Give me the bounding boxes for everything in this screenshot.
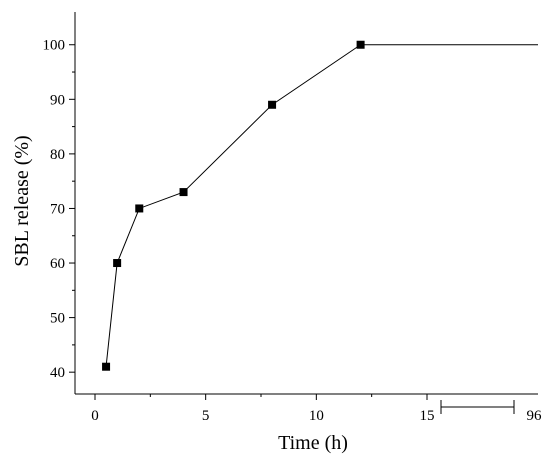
series-group xyxy=(102,40,538,371)
series-line xyxy=(105,44,361,367)
data-point xyxy=(102,362,111,371)
x-axis-title: Time (h) xyxy=(278,432,348,454)
y-tick-label: 60 xyxy=(50,256,65,272)
y-tick-label: 100 xyxy=(43,38,66,54)
data-point xyxy=(179,188,188,197)
data-point xyxy=(113,259,122,268)
data-point xyxy=(268,100,277,109)
axes: 40 50 60 70 80 90 100 0 5 10 15 96 xyxy=(43,12,543,424)
y-tick-label: 40 xyxy=(50,365,65,381)
y-tick-label: 90 xyxy=(50,92,65,108)
x-tick-label: 5 xyxy=(202,408,210,424)
x-tick-label: 0 xyxy=(91,408,99,424)
y-axis-title: SBL release (%) xyxy=(11,135,33,266)
data-point xyxy=(356,40,365,49)
x-tick-label: 10 xyxy=(309,408,324,424)
data-point xyxy=(135,204,144,213)
y-tick-label: 70 xyxy=(50,201,65,217)
y-tick-label: 80 xyxy=(50,147,65,163)
y-tick-label: 50 xyxy=(50,311,65,327)
x-tick-label-96: 96 xyxy=(527,408,543,424)
x-tick-label: 15 xyxy=(420,408,435,424)
